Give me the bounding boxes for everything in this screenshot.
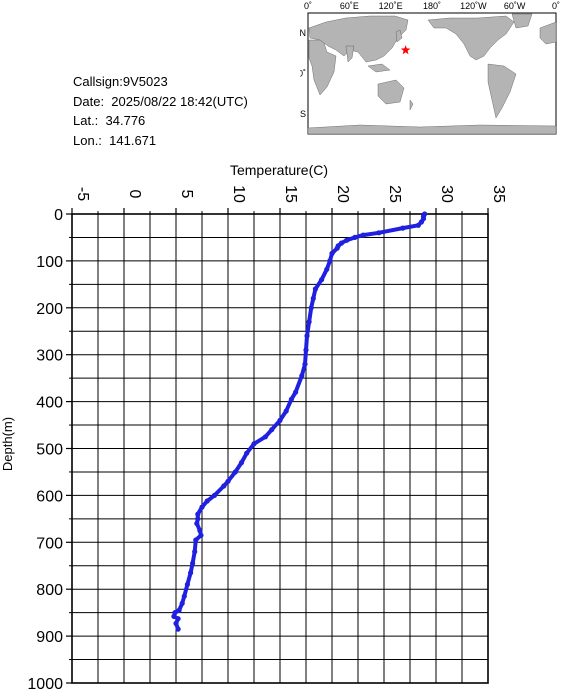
- data-point: [179, 600, 185, 606]
- data-point: [303, 347, 309, 353]
- data-point: [225, 478, 231, 484]
- data-point: [334, 245, 340, 251]
- map-lat-label: 0˚: [300, 69, 306, 79]
- data-point: [171, 613, 177, 620]
- longitude-text: Lon.: 141.671: [73, 132, 157, 148]
- data-point: [188, 570, 194, 576]
- temperature-line: [171, 212, 427, 632]
- data-point: [269, 427, 275, 433]
- y-axis-title: Depth(m): [0, 417, 15, 471]
- y-tick-label: 800: [36, 582, 63, 599]
- y-tick-label: 400: [36, 395, 63, 412]
- date-text: Date: 2025/08/22 18:42(UTC): [73, 93, 248, 109]
- location-star-icon: [400, 45, 411, 55]
- data-point: [199, 504, 205, 510]
- data-point: [329, 250, 335, 256]
- data-point: [198, 532, 204, 538]
- data-point: [251, 441, 257, 447]
- map-lon-label: 0˚: [304, 1, 312, 11]
- x-tick-label: 30: [438, 185, 455, 203]
- data-point: [238, 460, 245, 466]
- y-tick-label: 500: [36, 442, 63, 459]
- chart-ticks: -5 0 5 10 15 20 25 30 35 0 100 200 300 400 500 600 700 80…: [27, 185, 507, 690]
- data-point: [277, 417, 283, 423]
- x-tick-label: 0: [126, 190, 143, 199]
- data-point: [194, 520, 200, 527]
- data-point: [204, 498, 210, 504]
- data-point: [344, 237, 350, 243]
- y-tick-label: 0: [54, 207, 63, 224]
- map-lon-label: 180˚: [423, 1, 441, 11]
- data-point: [352, 234, 358, 240]
- data-point: [418, 219, 424, 225]
- data-point: [324, 266, 330, 272]
- y-tick-label: 1000: [27, 676, 63, 690]
- y-tick-label: 700: [36, 535, 63, 552]
- data-point: [176, 607, 182, 613]
- data-point: [173, 620, 179, 627]
- x-tick-label: 15: [282, 185, 299, 203]
- y-tick-label: 300: [36, 348, 63, 365]
- data-point: [299, 373, 305, 379]
- data-point: [197, 528, 203, 534]
- map-landmass: [307, 13, 557, 135]
- data-point: [304, 333, 310, 339]
- data-point: [288, 396, 294, 402]
- x-tick-label: 20: [334, 185, 351, 203]
- y-tick-label: 900: [36, 629, 63, 646]
- data-point: [415, 222, 421, 228]
- x-tick-label: 35: [490, 185, 507, 203]
- callsign-text: Callsign:9V5023: [73, 74, 168, 89]
- data-point: [327, 258, 333, 264]
- data-point: [221, 483, 227, 489]
- profile-info: Callsign:9V5023 Date: 2025/08/22 18:42(U…: [73, 72, 248, 150]
- star-marker: [400, 45, 411, 55]
- data-point: [195, 516, 201, 522]
- data-point: [175, 616, 181, 622]
- data-point: [190, 560, 196, 567]
- x-axis-title: Temperature(C): [230, 162, 328, 178]
- map-lon-label: 60˚E: [340, 1, 359, 11]
- temperature-series: [171, 211, 428, 632]
- data-point: [306, 319, 312, 325]
- map-lon-label: 0˚: [552, 1, 560, 11]
- data-point: [400, 225, 406, 231]
- x-tick-label: -5: [74, 187, 91, 201]
- y-tick-label: 200: [36, 301, 63, 318]
- data-point: [184, 581, 190, 588]
- latitude-text: Lat.: 34.776: [73, 113, 146, 128]
- data-point: [244, 450, 250, 456]
- chart-grid: [71, 213, 489, 684]
- x-tick-label: 5: [178, 190, 195, 199]
- data-point: [193, 537, 199, 543]
- x-tick-label: 25: [386, 185, 403, 203]
- map-lon-label: 60˚W: [504, 1, 526, 11]
- data-point: [175, 626, 181, 632]
- y-tick-label: 100: [36, 254, 63, 271]
- data-point: [310, 295, 316, 301]
- y-tick-label: 600: [36, 488, 63, 505]
- data-point: [232, 469, 238, 475]
- data-point: [293, 389, 299, 395]
- data-point: [283, 408, 289, 414]
- data-point: [192, 549, 198, 555]
- data-point: [195, 511, 201, 517]
- map-lon-label: 120˚E: [379, 1, 403, 11]
- data-point: [262, 434, 268, 440]
- data-point: [360, 232, 366, 238]
- data-point: [181, 593, 187, 599]
- data-point: [308, 305, 314, 311]
- data-point: [319, 277, 325, 283]
- data-point: [376, 230, 382, 236]
- data-point: [302, 361, 308, 367]
- x-tick-label: 10: [230, 185, 247, 203]
- data-point: [312, 286, 318, 292]
- map-lon-label: 120˚W: [460, 1, 487, 11]
- data-point: [211, 492, 218, 498]
